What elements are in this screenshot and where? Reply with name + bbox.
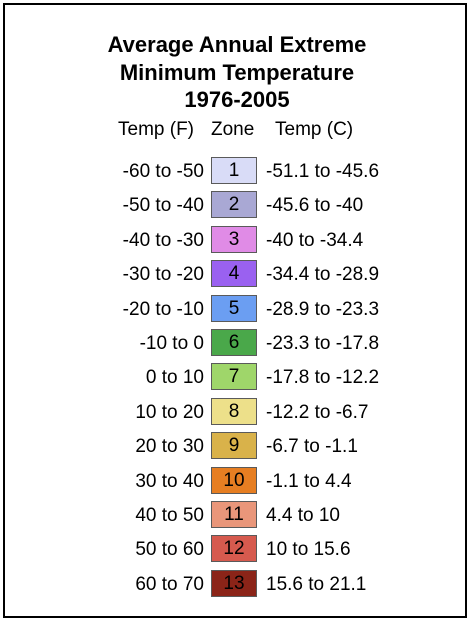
zone-temp-c: -6.7 to -1.1	[266, 436, 358, 458]
zone-row: -30 to -20 4 -34.4 to -28.9	[0, 260, 474, 294]
legend-title-line-2: Minimum Temperature	[119, 60, 355, 85]
zone-temp-c: -40 to -34.4	[266, 229, 364, 251]
zone-swatch: 6	[211, 329, 257, 356]
zone-row: -40 to -30 3 -40 to -34.4	[0, 225, 474, 260]
zone-temp-c: 4.4 to 10	[266, 505, 340, 526]
zone-row: 20 to 30 9 -6.7 to -1.1	[0, 432, 474, 466]
zone-temp-f: -20 to -10	[122, 298, 204, 320]
zone-swatch: 8	[211, 397, 257, 425]
zone-temp-f: 10 to 20	[135, 401, 204, 423]
zone-temp-f: -40 to -30	[122, 229, 204, 251]
zone-row: 50 to 60 12 10 to 15.6	[0, 535, 474, 569]
zone-row: -50 to -40 2 -45.6 to -40	[0, 191, 474, 225]
zone-temp-f: 40 to 50	[135, 505, 204, 526]
zone-temp-c: -28.9 to -23.3	[266, 298, 380, 320]
zone-temp-f: -50 to -40	[122, 195, 204, 217]
zone-temp-f: 0 to 10	[145, 367, 204, 389]
zone-swatch: 12	[211, 535, 257, 563]
zone-temp-c: -45.6 to -40	[266, 195, 364, 217]
zone-temp-f: 60 to 70	[135, 573, 204, 595]
zone-row: 60 to 70 13 15.6 to 21.1	[0, 569, 474, 604]
zone-row: 30 to 40 10 -1.1 to 4.4	[0, 466, 474, 501]
zone-row: -10 to 0 6 -23.3 to -17.8	[0, 329, 474, 363]
zone-temp-c: -51.1 to -45.6	[266, 161, 380, 182]
zone-temp-c: -23.3 to -17.8	[266, 333, 380, 354]
zone-row: 0 to 10 7 -17.8 to -12.2	[0, 363, 474, 397]
zone-temp-c: -17.8 to -12.2	[266, 367, 380, 389]
zone-swatch: 1	[211, 157, 257, 184]
zone-row: 10 to 20 8 -12.2 to -6.7	[0, 397, 474, 432]
header-temp-c: Temp (C)	[275, 119, 354, 140]
zone-row: -60 to -50 1 -51.1 to -45.6	[0, 157, 474, 191]
zone-temp-f: -10 to 0	[139, 333, 204, 354]
zone-temp-f: 20 to 30	[135, 436, 204, 458]
zone-temp-f: -60 to -50	[122, 161, 204, 182]
zone-temp-c: 15.6 to 21.1	[266, 573, 367, 595]
legend-title-line-1: Average Annual Extreme	[107, 32, 367, 57]
zone-temp-f: 30 to 40	[135, 470, 204, 492]
zone-swatch: 13	[211, 569, 257, 597]
header-temp-f: Temp (F)	[118, 119, 194, 140]
zone-temp-c: -12.2 to -6.7	[266, 401, 369, 423]
zone-swatch: 7	[211, 363, 257, 391]
zone-swatch: 11	[211, 501, 257, 528]
zone-swatch: 2	[211, 191, 257, 219]
zone-row: 40 to 50 11 4.4 to 10	[0, 501, 474, 535]
zone-temp-f: -30 to -20	[122, 264, 204, 286]
zone-swatch: 3	[211, 225, 257, 253]
header-zone: Zone	[211, 119, 255, 140]
zone-temp-f: 50 to 60	[135, 539, 204, 561]
zone-temp-c: -34.4 to -28.9	[266, 264, 380, 286]
zone-swatch: 4	[211, 260, 257, 288]
zone-temp-c: 10 to 15.6	[266, 539, 351, 561]
zone-swatch: 10	[211, 466, 257, 494]
zone-temp-c: -1.1 to 4.4	[266, 470, 352, 492]
legend-title-line-3: 1976-2005	[184, 87, 290, 112]
zone-row: -20 to -10 5 -28.9 to -23.3	[0, 294, 474, 329]
zone-swatch: 9	[211, 432, 257, 460]
zone-swatch: 5	[211, 294, 257, 322]
